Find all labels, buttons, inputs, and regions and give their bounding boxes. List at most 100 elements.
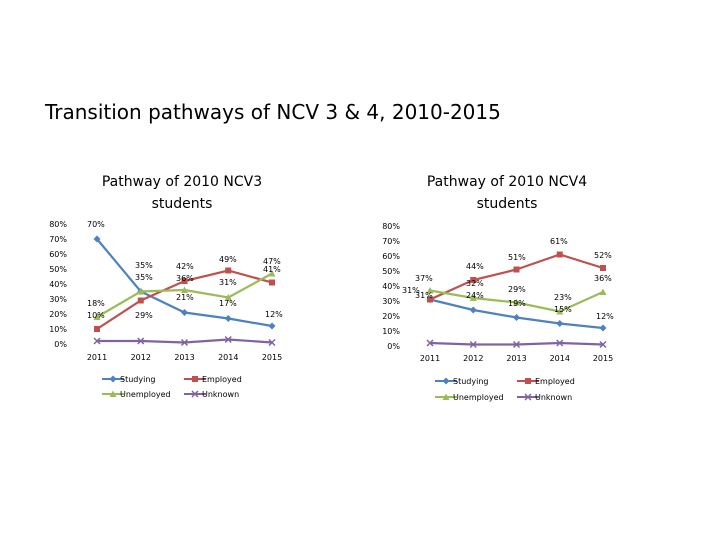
- y-tick-label: 0%: [54, 340, 67, 349]
- y-tick-label: 80%: [382, 222, 400, 231]
- legend-marker: [442, 393, 450, 400]
- series-unknown: [426, 339, 607, 349]
- ncv4-pathway-chart: Pathway of 2010 NCV4 students 0% 10% 20% 30% 4…: [382, 174, 614, 402]
- y-tick-label: 60%: [49, 250, 67, 259]
- data-point: [513, 299, 520, 306]
- y-tick-label: 50%: [49, 265, 67, 274]
- legend: Studying Employed Unemployed Unknown: [102, 375, 242, 399]
- chart-title-line: Pathway of 2010 NCV3: [102, 174, 262, 190]
- data-point: [556, 251, 563, 258]
- legend-marker: [109, 375, 117, 383]
- y-tick-label: 20%: [382, 312, 400, 321]
- data-label: 29%: [135, 311, 153, 320]
- ncv3-pathway-chart: Pathway of 2010 NCV3 students 0% 10% 20% 30% 4…: [49, 174, 283, 399]
- data-point: [426, 339, 434, 347]
- legend-marker: [442, 377, 450, 385]
- data-label: 47%: [263, 257, 281, 266]
- legend-marker: [524, 393, 532, 401]
- y-tick-label: 70%: [49, 235, 67, 244]
- legend-label: Unknown: [535, 393, 572, 402]
- y-tick-label: 30%: [382, 297, 400, 306]
- legend-label: Employed: [535, 377, 575, 386]
- x-tick-label: 2013: [174, 353, 194, 362]
- y-tick-label: 50%: [382, 267, 400, 276]
- data-point: [224, 335, 232, 344]
- data-label: 12%: [596, 312, 614, 321]
- legend-marker: [525, 378, 531, 384]
- legend-label: Studying: [453, 377, 488, 386]
- x-tick-label: 2011: [87, 353, 107, 362]
- data-point: [224, 315, 232, 322]
- data-point: [137, 297, 144, 304]
- y-tick-label: 10%: [382, 327, 400, 336]
- data-label: 31%: [402, 286, 420, 295]
- data-point: [180, 338, 189, 347]
- data-point: [599, 288, 607, 295]
- x-tick-label: 2015: [593, 354, 613, 363]
- y-tick-label: 40%: [382, 282, 400, 291]
- legend-marker: [192, 376, 198, 382]
- data-point: [556, 339, 564, 347]
- data-point: [181, 286, 188, 293]
- data-label: 18%: [87, 299, 105, 308]
- data-label: 61%: [550, 237, 568, 246]
- legend-label: Unemployed: [453, 393, 504, 402]
- data-point: [469, 306, 477, 314]
- x-tick-label: 2014: [218, 353, 238, 362]
- data-label: 21%: [176, 293, 194, 302]
- data-point: [469, 294, 477, 301]
- data-label: 15%: [554, 305, 572, 314]
- data-label: 35%: [135, 273, 153, 282]
- data-point: [93, 235, 101, 243]
- data-point: [94, 326, 100, 332]
- series-employed: [94, 267, 275, 332]
- series-unemployed: [426, 287, 607, 315]
- data-point: [556, 320, 564, 327]
- data-point: [93, 337, 101, 345]
- data-point: [137, 288, 145, 295]
- data-label: 44%: [466, 262, 484, 271]
- chart-title-line: Pathway of 2010 NCV4: [427, 174, 587, 190]
- data-point: [268, 338, 276, 347]
- y-tick-label: 0%: [387, 342, 400, 351]
- data-label: 10%: [87, 311, 105, 320]
- series-employed: [427, 251, 606, 303]
- legend: Studying Employed Unemployed Unknown: [435, 377, 575, 402]
- data-point: [469, 340, 477, 349]
- data-point: [224, 294, 232, 301]
- data-label: 42%: [176, 262, 194, 271]
- data-label: 23%: [554, 293, 572, 302]
- data-label: 36%: [594, 274, 612, 283]
- data-label: 32%: [466, 279, 484, 288]
- x-tick-label: 2013: [506, 354, 526, 363]
- x-tick-label: 2015: [262, 353, 282, 362]
- data-point: [181, 278, 188, 284]
- x-tick-label: 2012: [463, 354, 483, 363]
- data-point: [93, 313, 101, 320]
- data-label: 52%: [594, 251, 612, 260]
- data-point: [225, 267, 232, 274]
- data-point: [268, 322, 276, 330]
- chart-title-line: students: [477, 196, 538, 212]
- y-tick-label: 70%: [382, 237, 400, 246]
- main-title: Transition pathways of NCV 3 & 4, 2010-2…: [45, 100, 501, 124]
- data-label: 31%: [415, 291, 433, 300]
- legend-label: Employed: [202, 375, 242, 384]
- data-point: [269, 279, 275, 286]
- data-label: 19%: [508, 299, 526, 308]
- legend-marker: [109, 390, 117, 397]
- series-unknown: [93, 335, 276, 347]
- data-point: [427, 296, 433, 303]
- y-tick-label: 40%: [49, 280, 67, 289]
- legend-label: Unknown: [202, 390, 239, 399]
- legend-label: Unemployed: [120, 390, 171, 399]
- series-unemployed: [93, 270, 276, 320]
- y-tick-label: 60%: [382, 252, 400, 261]
- data-point: [470, 277, 477, 283]
- data-point: [556, 308, 564, 315]
- chart-title-line: students: [152, 196, 213, 212]
- data-label: 36%: [176, 274, 194, 283]
- y-tick-label: 80%: [49, 220, 67, 229]
- data-point: [181, 309, 188, 316]
- x-tick-label: 2014: [550, 354, 570, 363]
